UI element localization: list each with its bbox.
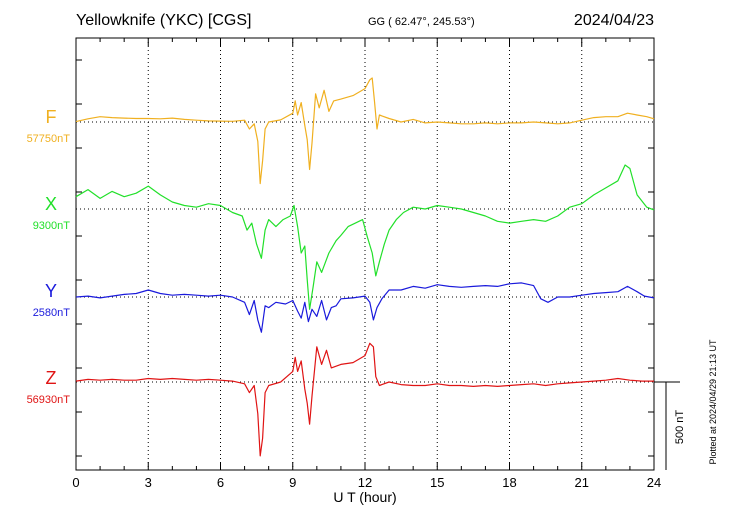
series-baseline-x: 9300nT	[33, 220, 71, 232]
x-tick-label: 9	[289, 475, 296, 490]
chart-title-coordinates: GG ( 62.47°, 245.53°)	[368, 16, 475, 28]
x-axis-label: U T (hour)	[333, 489, 396, 505]
x-tick-label: 18	[502, 475, 516, 490]
series-letter-x: X	[45, 194, 57, 214]
series-baseline-y: 2580nT	[33, 307, 71, 319]
series-baseline-z: 56930nT	[27, 394, 71, 406]
series-line-f	[75, 77, 655, 185]
x-tick-label: 6	[217, 475, 224, 490]
grid-lines	[147, 38, 583, 470]
x-tick-label: 15	[430, 475, 444, 490]
chart-title-station: Yellowknife (YKC) [CGS]	[76, 12, 251, 29]
x-tick-label: 12	[358, 475, 372, 490]
series-line-y	[75, 282, 655, 333]
axis-ticks	[75, 38, 655, 470]
series-line-x	[75, 164, 655, 310]
scale-bar-label: 500 nT	[674, 410, 686, 445]
plotted-note: Plotted at 2024/04/29 21:13 UT	[708, 339, 718, 465]
series-baseline-f: 57750nT	[27, 133, 71, 145]
chart-title-date: 2024/04/23	[574, 12, 654, 29]
series-line-z	[75, 342, 654, 457]
series-letter-y: Y	[45, 281, 57, 301]
series-lines	[75, 77, 655, 457]
x-tick-labels: 0 3 6 9 12 15 18 21 24	[72, 475, 661, 490]
scale-bar: 500 nT	[654, 381, 686, 470]
series-labels: F 57750nT X 9300nT Y 2580nT Z 56930nT	[27, 107, 71, 406]
x-tick-label: 24	[647, 475, 661, 490]
series-letter-f: F	[46, 107, 57, 127]
series-letter-z: Z	[46, 368, 57, 388]
x-tick-label: 3	[145, 475, 152, 490]
x-tick-label: 21	[575, 475, 589, 490]
x-tick-label: 0	[72, 475, 79, 490]
